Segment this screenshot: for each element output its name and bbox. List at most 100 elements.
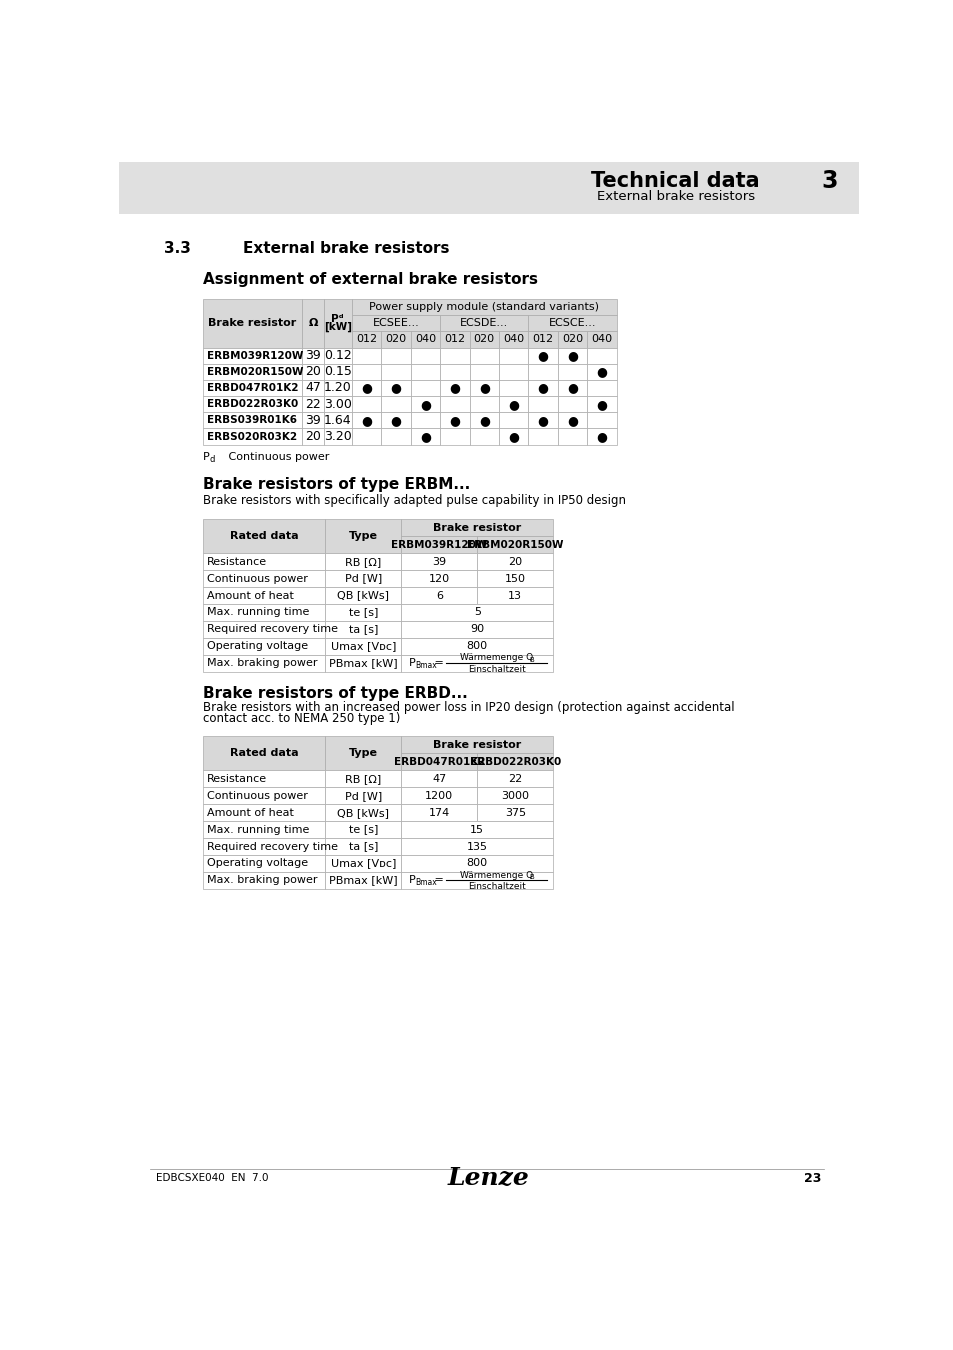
- Text: 39: 39: [305, 414, 320, 427]
- Bar: [558, 428, 587, 444]
- Text: 012: 012: [532, 335, 553, 344]
- Bar: [439, 316, 528, 331]
- Bar: [203, 396, 302, 412]
- Bar: [302, 428, 323, 444]
- Bar: [325, 787, 401, 805]
- Text: Amount of heat: Amount of heat: [207, 807, 294, 818]
- Bar: [352, 379, 381, 396]
- Text: ERBM020R150W: ERBM020R150W: [467, 540, 563, 549]
- Bar: [381, 347, 410, 363]
- Bar: [498, 428, 528, 444]
- Bar: [469, 347, 498, 363]
- Text: PBmax [kW]: PBmax [kW]: [329, 875, 397, 886]
- Bar: [325, 603, 401, 621]
- Bar: [203, 805, 325, 821]
- Bar: [469, 331, 498, 347]
- Bar: [323, 428, 352, 444]
- Bar: [381, 363, 410, 379]
- Text: ●: ●: [390, 414, 401, 427]
- Text: 174: 174: [428, 807, 450, 818]
- Text: 3000: 3000: [500, 791, 529, 801]
- Bar: [587, 331, 617, 347]
- Text: Ω: Ω: [308, 319, 317, 328]
- Bar: [323, 379, 352, 396]
- Text: ERBM039R120W: ERBM039R120W: [391, 540, 487, 549]
- Bar: [381, 331, 410, 347]
- Text: Wärmemenge Q: Wärmemenge Q: [459, 871, 533, 879]
- Bar: [401, 570, 476, 587]
- Text: Max. braking power: Max. braking power: [207, 875, 317, 886]
- Text: 020: 020: [561, 335, 582, 344]
- Bar: [401, 821, 553, 838]
- Text: ●: ●: [478, 414, 489, 427]
- Bar: [401, 787, 476, 805]
- Bar: [203, 621, 325, 637]
- Text: =: =: [431, 659, 443, 668]
- Bar: [203, 554, 325, 570]
- Text: 150: 150: [504, 574, 525, 583]
- Bar: [323, 396, 352, 412]
- Bar: [302, 347, 323, 363]
- Text: 22: 22: [508, 774, 522, 784]
- Bar: [439, 347, 469, 363]
- Text: 3.3: 3.3: [164, 240, 191, 255]
- Bar: [587, 412, 617, 428]
- Bar: [587, 428, 617, 444]
- Text: Pd [W]: Pd [W]: [344, 791, 381, 801]
- Bar: [476, 587, 553, 603]
- Bar: [401, 587, 476, 603]
- Text: ●: ●: [360, 414, 372, 427]
- Bar: [325, 805, 401, 821]
- Bar: [476, 805, 553, 821]
- Text: Umax [Vᴅᴄ]: Umax [Vᴅᴄ]: [331, 641, 395, 651]
- Bar: [325, 838, 401, 855]
- Bar: [325, 637, 401, 655]
- Bar: [476, 570, 553, 587]
- Bar: [498, 412, 528, 428]
- Bar: [558, 331, 587, 347]
- Text: QB [kWs]: QB [kWs]: [337, 590, 389, 601]
- Text: Required recovery time: Required recovery time: [207, 841, 337, 852]
- Text: Max. running time: Max. running time: [207, 608, 309, 617]
- Bar: [476, 787, 553, 805]
- Bar: [352, 428, 381, 444]
- Bar: [558, 363, 587, 379]
- Bar: [476, 753, 553, 771]
- Bar: [528, 412, 558, 428]
- Bar: [410, 412, 439, 428]
- Bar: [476, 771, 553, 787]
- Text: 1200: 1200: [425, 791, 453, 801]
- Bar: [203, 347, 302, 363]
- Text: 15: 15: [470, 825, 484, 834]
- Bar: [528, 396, 558, 412]
- Bar: [325, 554, 401, 570]
- Text: 39: 39: [432, 556, 446, 567]
- Text: 47: 47: [432, 774, 446, 784]
- Bar: [558, 379, 587, 396]
- Bar: [401, 603, 553, 621]
- Text: External brake resistors: External brake resistors: [596, 190, 754, 202]
- Text: Power supply module (standard variants): Power supply module (standard variants): [369, 302, 598, 312]
- Text: ERBD022R03K0: ERBD022R03K0: [207, 400, 297, 409]
- Text: ERBD047R01K2: ERBD047R01K2: [394, 757, 484, 767]
- Bar: [439, 412, 469, 428]
- Text: ●: ●: [360, 382, 372, 394]
- Text: RB [Ω]: RB [Ω]: [345, 774, 381, 784]
- Text: Rated data: Rated data: [230, 531, 298, 541]
- Text: Brake resistor: Brake resistor: [433, 740, 521, 749]
- Text: ERBS039R01K6: ERBS039R01K6: [207, 416, 296, 425]
- Bar: [410, 428, 439, 444]
- Text: Rated data: Rated data: [230, 748, 298, 759]
- Text: 23: 23: [803, 1172, 821, 1185]
- Text: ●: ●: [537, 350, 548, 362]
- Bar: [325, 587, 401, 603]
- Text: 20: 20: [305, 431, 320, 443]
- Bar: [528, 428, 558, 444]
- Text: ta [s]: ta [s]: [349, 841, 377, 852]
- Bar: [587, 379, 617, 396]
- Bar: [325, 736, 401, 771]
- Bar: [325, 520, 401, 554]
- Bar: [203, 300, 302, 347]
- Bar: [352, 412, 381, 428]
- Bar: [469, 428, 498, 444]
